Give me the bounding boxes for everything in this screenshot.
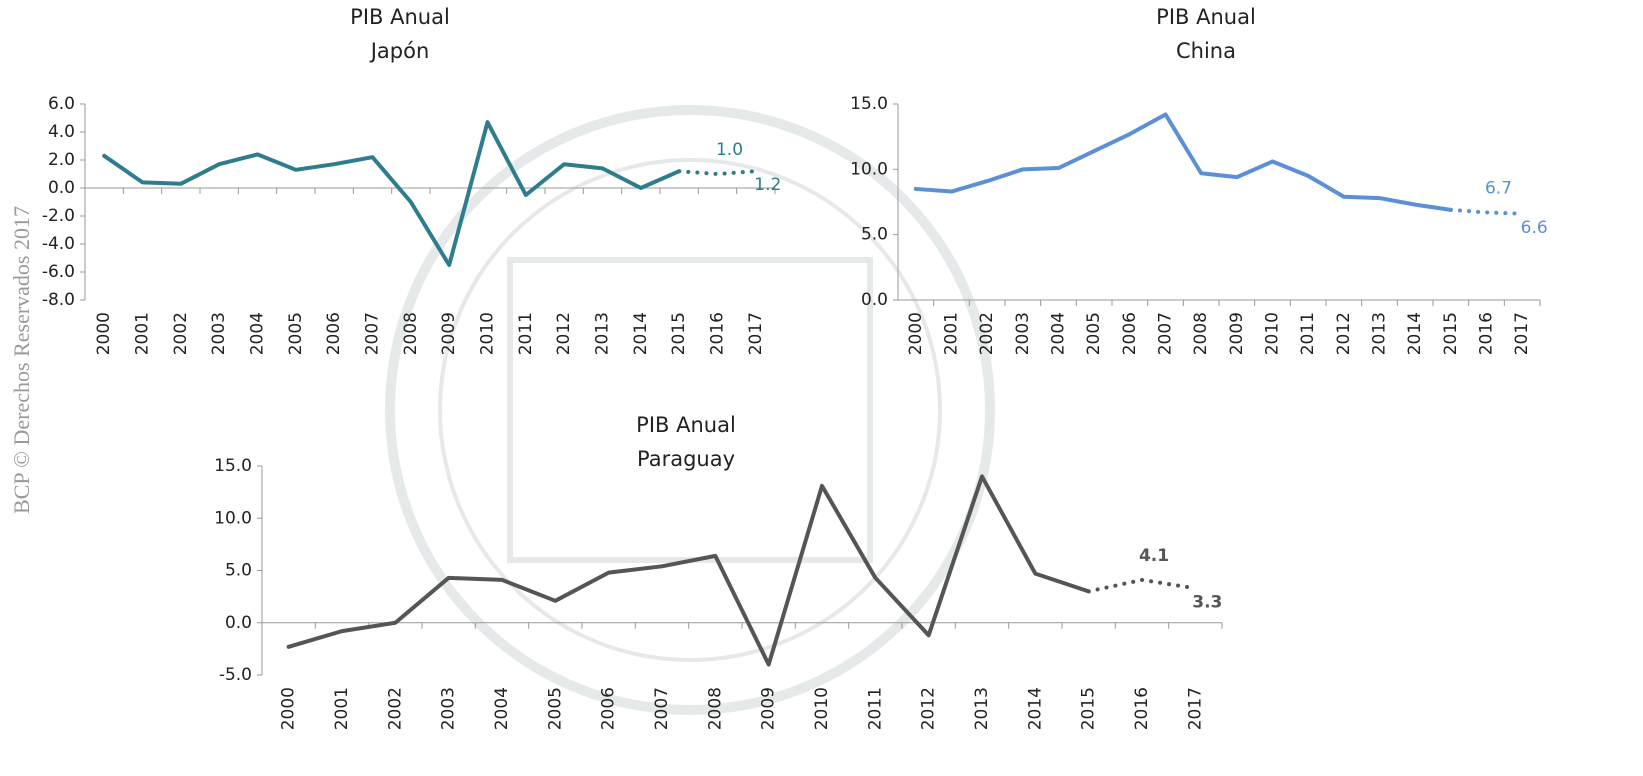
x-tick-label: 2004 [248, 312, 268, 355]
y-tick-label: -4.0 [42, 234, 75, 254]
x-tick-label: 2010 [812, 687, 832, 730]
x-tick-label: 2012 [1334, 312, 1354, 355]
x-tick-label: 2008 [401, 312, 421, 355]
data-label: 4.1 [1139, 546, 1169, 566]
x-tick-label: 2008 [1191, 312, 1211, 355]
x-tick-label: 2003 [439, 687, 459, 730]
data-label: 6.7 [1485, 178, 1512, 198]
x-tick-label: 2014 [631, 312, 651, 355]
x-tick-label: 2000 [94, 312, 114, 355]
x-tick-label: 2014 [1025, 687, 1045, 730]
x-tick-label: 2012 [554, 312, 574, 355]
y-tick-label: -5.0 [219, 665, 252, 685]
x-tick-label: 2001 [133, 312, 153, 355]
x-tick-label: 2005 [545, 687, 565, 730]
x-tick-label: 2007 [652, 687, 672, 730]
chart-title: PIB Anual [1156, 5, 1256, 29]
data-label: 6.6 [1521, 218, 1548, 238]
y-tick-label: 2.0 [48, 150, 75, 170]
series-line [677, 169, 758, 176]
x-tick-label: 2000 [906, 312, 926, 355]
series-line [286, 474, 1091, 667]
x-tick-label: 2013 [972, 687, 992, 730]
x-tick-label: 2012 [919, 687, 939, 730]
x-tick-label: 2003 [1013, 312, 1033, 355]
data-label: 1.2 [754, 175, 781, 195]
x-tick-label: 2010 [1263, 312, 1283, 355]
x-tick-label: 2009 [1227, 312, 1247, 355]
y-tick-label: 6.0 [48, 94, 75, 114]
series-line [1086, 577, 1198, 594]
x-tick-label: 2003 [209, 312, 229, 355]
x-tick-label: 2015 [1441, 312, 1461, 355]
x-tick-label: 2008 [705, 687, 725, 730]
x-tick-label: 2000 [279, 687, 299, 730]
x-tick-label: 2001 [332, 687, 352, 730]
x-tick-label: 2001 [942, 312, 962, 355]
chart-title: PIB Anual [636, 413, 736, 437]
y-tick-label: 5.0 [861, 225, 888, 245]
y-tick-label: 15.0 [850, 94, 888, 114]
x-tick-label: 2015 [669, 312, 689, 355]
watermark-text: BCP © Derechos Reservados 2017 [9, 206, 34, 514]
x-tick-label: 2006 [1120, 312, 1140, 355]
y-tick-label: -6.0 [42, 262, 75, 282]
x-tick-label: 2010 [478, 312, 498, 355]
x-tick-label: 2009 [439, 312, 459, 355]
x-tick-label: 2017 [746, 312, 766, 355]
y-tick-label: -8.0 [42, 290, 75, 310]
y-tick-label: 0.0 [48, 178, 75, 198]
y-tick-label: 0.0 [861, 290, 888, 310]
x-tick-label: 2013 [1370, 312, 1390, 355]
y-tick-label: 4.0 [48, 122, 75, 142]
chart-subtitle: Paraguay [637, 447, 735, 471]
x-tick-label: 2011 [1298, 312, 1318, 355]
x-tick-label: 2017 [1512, 312, 1532, 355]
x-tick-label: 2011 [865, 687, 885, 730]
x-tick-label: 2009 [759, 687, 779, 730]
chart-title: PIB Anual [350, 5, 450, 29]
chart-subtitle: China [1176, 39, 1236, 63]
x-tick-label: 2005 [286, 312, 306, 355]
x-tick-label: 2004 [1049, 312, 1069, 355]
y-tick-label: -2.0 [42, 206, 75, 226]
x-tick-label: 2016 [708, 312, 728, 355]
x-tick-label: 2005 [1084, 312, 1104, 355]
x-tick-label: 2015 [1079, 687, 1099, 730]
data-label: 3.3 [1192, 592, 1222, 612]
x-tick-label: 2007 [363, 312, 383, 355]
x-tick-label: 2006 [324, 312, 344, 355]
y-tick-label: 15.0 [214, 456, 252, 476]
x-tick-label: 2004 [492, 687, 512, 730]
x-tick-label: 2006 [599, 687, 619, 730]
y-tick-label: 0.0 [225, 613, 252, 633]
x-tick-label: 2002 [385, 687, 405, 730]
y-tick-label: 10.0 [214, 508, 252, 528]
y-tick-label: 5.0 [225, 561, 252, 581]
series-line [1448, 207, 1525, 216]
x-tick-label: 2011 [516, 312, 536, 355]
x-tick-label: 2016 [1132, 687, 1152, 730]
y-tick-label: 10.0 [850, 159, 888, 179]
series-line [102, 120, 682, 267]
x-tick-label: 2017 [1185, 687, 1205, 730]
chart-subtitle: Japón [369, 39, 430, 63]
x-tick-label: 2013 [593, 312, 613, 355]
x-tick-label: 2016 [1477, 312, 1497, 355]
data-label: 1.0 [716, 140, 743, 160]
x-tick-label: 2007 [1156, 312, 1176, 355]
x-tick-label: 2002 [171, 312, 191, 355]
series-line [913, 112, 1453, 212]
x-tick-label: 2014 [1405, 312, 1425, 355]
x-tick-label: 2002 [977, 312, 997, 355]
seal-watermark [385, 105, 995, 715]
